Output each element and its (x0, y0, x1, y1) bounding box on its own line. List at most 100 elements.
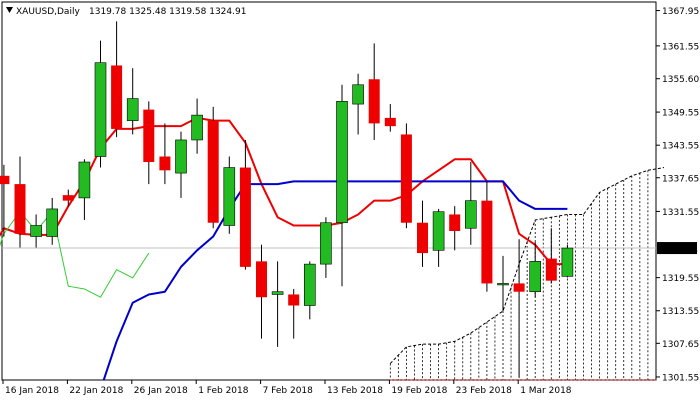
bear-candle (207, 106, 219, 229)
bear-candle (288, 288, 300, 339)
bull-candle (320, 217, 332, 278)
bull-candle (94, 40, 107, 168)
candle-body (207, 120, 219, 223)
candle-body (497, 283, 509, 286)
candle-body (46, 208, 59, 237)
bear-candle (256, 244, 267, 339)
ohlc-readout: 1319.78 1325.48 1319.58 1324.91 (89, 7, 246, 17)
candle-body (288, 294, 300, 306)
candle-body (320, 222, 332, 265)
bull-candle (223, 156, 236, 234)
x-tick-label: 19 Feb 2018 (391, 386, 447, 396)
candle-body (191, 114, 203, 141)
candle-body (0, 175, 10, 185)
y-axis: 1367.95 1361.55 1355.60 1349.55 1343.55 1337.… (656, 7, 699, 383)
bull-candle (352, 73, 364, 135)
y-tick-label: 1349.55 (662, 109, 699, 119)
bull-candle (271, 261, 284, 347)
x-tick-label: 7 Feb 2018 (263, 386, 314, 396)
candle-body (223, 167, 236, 226)
candle-body (400, 134, 412, 223)
bear-candle (545, 228, 557, 284)
bear-candle (143, 101, 155, 185)
y-tick-label: 1301.55 (662, 373, 699, 383)
bear-candle (368, 43, 380, 140)
bear-candle (417, 200, 428, 267)
bull-candle (529, 242, 542, 298)
bear-candle (62, 189, 74, 207)
bear-candle (111, 21, 123, 138)
candle-body (143, 109, 155, 163)
candle-body (62, 195, 74, 201)
candle-body (126, 98, 139, 121)
x-axis: 16 Jan 2018 22 Jan 2018 26 Jan 2018 1 Feb 2… (2, 380, 572, 396)
y-tick-label: 1313.55 (662, 307, 699, 317)
y-tick-label: 1307.65 (662, 340, 699, 350)
candle-body (256, 261, 267, 298)
y-tick-label: 1367.95 (662, 7, 699, 17)
y-tick-label: 1343.55 (662, 142, 699, 152)
bear-candle (481, 181, 493, 292)
bear-candle (513, 239, 525, 378)
candle-body (513, 283, 525, 292)
candles (0, 21, 574, 378)
candle-body (368, 79, 380, 124)
x-tick-label: 16 Jan 2018 (5, 386, 59, 396)
x-tick-label: 13 Feb 2018 (327, 386, 383, 396)
bull-candle (336, 84, 348, 287)
candle-body (336, 101, 348, 224)
candle-body (78, 161, 91, 199)
candle-body (303, 263, 316, 306)
x-tick-label: 26 Jan 2018 (134, 386, 188, 396)
candle-body (30, 225, 42, 237)
bear-candle (0, 164, 10, 237)
bull-candle (303, 261, 316, 320)
x-tick-label: 1 Feb 2018 (198, 386, 249, 396)
bull-candle (46, 197, 59, 245)
y-tick-label: 1319.55 (662, 274, 699, 284)
x-tick-label: 1 Mar 2018 (520, 386, 572, 396)
candle-body (449, 214, 461, 232)
candle-body (271, 291, 284, 295)
candle-body (529, 261, 542, 293)
bear-candle (400, 123, 412, 229)
bull-candle (464, 162, 477, 245)
bull-candle (432, 208, 445, 267)
y-tick-label: 1331.55 (662, 208, 699, 218)
bull-candle (561, 244, 574, 278)
y-tick-label: 1361.55 (662, 42, 699, 52)
x-tick-label: 23 Feb 2018 (456, 386, 512, 396)
candle-body (561, 247, 574, 277)
bull-candle (497, 255, 509, 312)
price-tag-background (657, 242, 697, 255)
candle-body (432, 211, 445, 251)
bull-candle (78, 159, 91, 220)
caret-down-icon[interactable] (6, 7, 13, 13)
bear-candle (14, 156, 26, 248)
price-tag: 1324.91 (657, 242, 698, 255)
y-tick-label: 1355.60 (662, 75, 699, 85)
chart-title: XAUUSD,Daily 1319.78 1325.48 1319.58 132… (6, 7, 246, 17)
candle-body (545, 258, 557, 281)
kijun-line (102, 180, 568, 381)
candle-body (464, 200, 477, 229)
candle-body (239, 167, 251, 267)
bear-candle (239, 139, 251, 270)
candle-body (481, 200, 493, 284)
candle-body (159, 156, 171, 171)
candle-body (111, 65, 123, 129)
symbol-label: XAUUSD,Daily (16, 7, 80, 17)
candle-body (384, 117, 396, 127)
bull-candle (191, 98, 203, 154)
price-tag-label: 1324.91 (661, 245, 698, 255)
bull-candle (126, 68, 139, 135)
bull-candle (30, 214, 42, 248)
candle-body (94, 62, 107, 157)
candle-body (417, 222, 428, 254)
bear-candle (159, 123, 171, 185)
bull-candle (175, 131, 187, 198)
candle-body (352, 84, 364, 105)
